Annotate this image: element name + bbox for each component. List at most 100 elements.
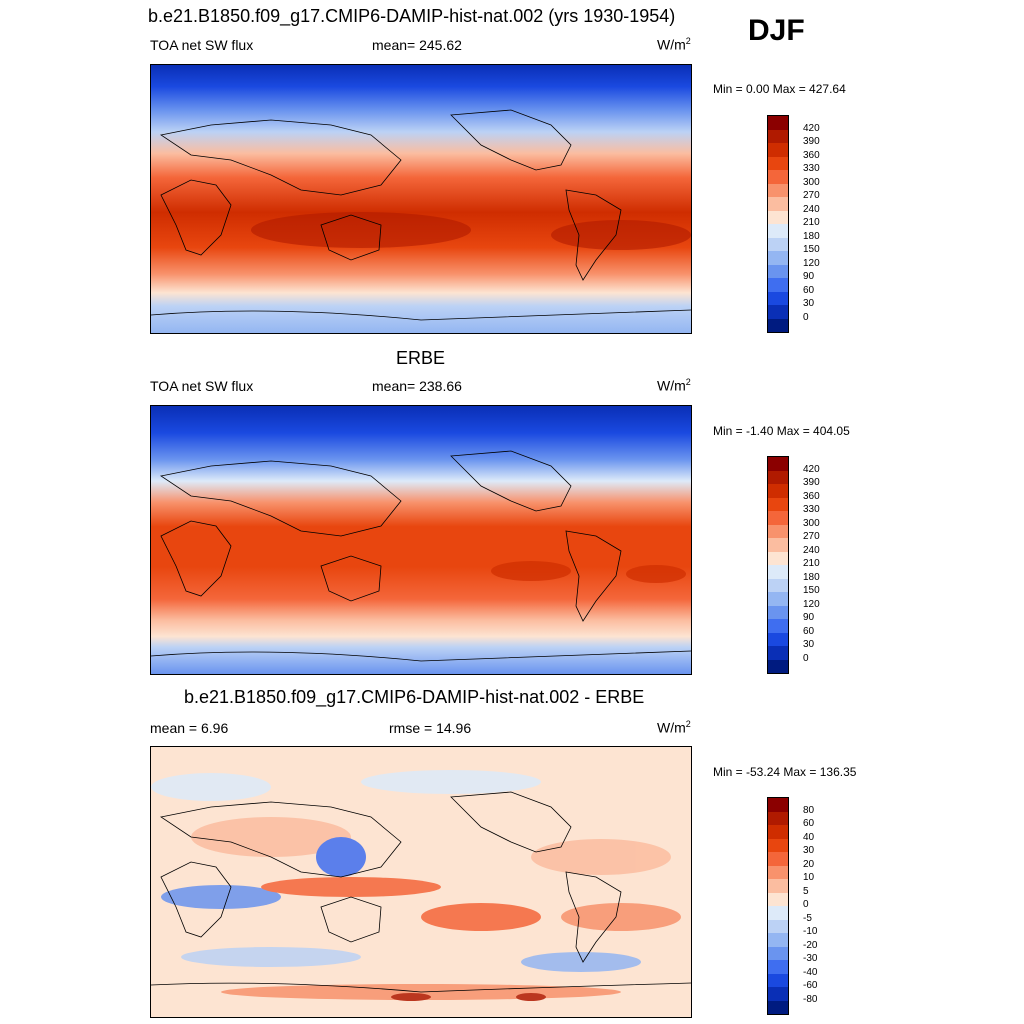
panel1-title: b.e21.B1850.f09_g17.CMIP6-DAMIP-hist-nat…: [148, 6, 676, 26]
panel1-colorbar-swatch: [768, 197, 788, 211]
panel3-colorbar-swatch: [768, 879, 788, 893]
panel2-colorbar-tick-label: 120: [803, 598, 820, 610]
panel2-colorbar-tick-label: 150: [803, 585, 820, 596]
panel3-colorbar-swatch: [768, 960, 788, 974]
panel2-colorbar-swatch: [768, 578, 788, 592]
panel2-colorbar-swatch: [768, 605, 788, 619]
panel2-colorbar-tick-label: 60: [803, 625, 815, 637]
panel1-mean-label: mean= 245.62: [372, 37, 462, 53]
panel2-colorbar-tick-label: 270: [803, 531, 820, 542]
panel1-colorbar-swatch: [768, 116, 788, 130]
panel1-colorbar-swatch: [768, 305, 788, 319]
panel2-map: [150, 405, 692, 675]
panel2-colorbar-swatch: [768, 592, 788, 606]
panel2-colorbar-swatch: [768, 511, 788, 525]
panel3-colorbar-swatch: [768, 933, 788, 947]
panel2-minmax: Min = -1.40 Max = 404.05: [713, 424, 850, 438]
panel2-colorbar-swatch: [768, 470, 788, 484]
panel3-colorbar-tick-label: 30: [803, 845, 815, 856]
panel2-colorbar-tick-label: 90: [803, 612, 815, 623]
panel3-colorbar-swatch: [768, 811, 788, 825]
panel3-colorbar-tick-label: 10: [803, 872, 815, 883]
panel1-colorbar-tick-label: 30: [803, 298, 815, 309]
panel3-colorbar-tick-label: 80: [803, 804, 815, 816]
panel3-colorbar-tick-label: 40: [803, 831, 815, 843]
panel2-colorbar-tick-label: 330: [803, 504, 820, 515]
panel3-colorbar-tick-label: -40: [803, 966, 818, 978]
panel1-colorbar-tick-label: 180: [803, 230, 820, 242]
panel1-colorbar-swatch: [768, 129, 788, 143]
panel1-colorbar-tick-label: 60: [803, 284, 815, 296]
panel1-colorbar-swatch: [768, 170, 788, 184]
panel2-colorbar-tick-label: 240: [803, 544, 820, 556]
panel3-colorbar-tick-label: -30: [803, 953, 818, 964]
panel2-colorbar-tick-label: 300: [803, 517, 820, 529]
panel1-variable-label: TOA net SW flux: [150, 37, 254, 53]
panel3-colorbar-tick-label: 20: [803, 858, 815, 870]
panel3-colorbar-swatch: [768, 973, 788, 987]
panel1-colorbar-swatch: [768, 156, 788, 170]
panel2-colorbar-swatch: [768, 619, 788, 633]
panel3-colorbar-tick-label: 5: [803, 885, 809, 897]
panel3-colorbar-swatch: [768, 906, 788, 920]
panel3-colorbar-swatch: [768, 798, 788, 812]
panel1-colorbar-tick-label: 240: [803, 203, 820, 215]
panel1-colorbar-tick-label: 120: [803, 257, 820, 269]
panel2-colorbar-tick-label: 30: [803, 639, 815, 650]
panel3-unit-label: W/m2: [657, 719, 691, 736]
panel1-colorbar-swatch: [768, 143, 788, 157]
panel2-unit-label: W/m2: [657, 377, 691, 394]
panel2-colorbar: [767, 456, 789, 674]
panel3-colorbar-tick-label: -60: [803, 980, 818, 991]
panel2-colorbar-swatch: [768, 497, 788, 511]
panel1-colorbar-swatch: [768, 183, 788, 197]
panel1-unit-label: W/m2: [657, 36, 691, 53]
panel1-colorbar-swatch: [768, 210, 788, 224]
panel2-colorbar-swatch: [768, 484, 788, 498]
panel3-colorbar-tick-label: -20: [803, 939, 818, 951]
panel3-mean-label: mean = 6.96: [150, 720, 229, 736]
panel2-colorbar-swatch: [768, 457, 788, 471]
panel1-colorbar-swatch: [768, 224, 788, 238]
panel1-map: [150, 64, 692, 334]
panel3-colorbar-tick-label: -5: [803, 912, 812, 924]
panel2-mean-label: mean= 238.66: [372, 378, 462, 394]
panel2-colorbar-swatch: [768, 551, 788, 565]
panel1-colorbar: [767, 115, 789, 333]
panel3-colorbar-swatch: [768, 987, 788, 1001]
panel2-colorbar-swatch: [768, 524, 788, 538]
panel3-title: b.e21.B1850.f09_g17.CMIP6-DAMIP-hist-nat…: [184, 687, 645, 707]
panel2-title: ERBE: [396, 348, 446, 368]
panel1-colorbar-swatch: [768, 237, 788, 251]
panel2-colorbar-tick-label: 210: [803, 558, 820, 569]
panel2-colorbar-tick-label: 360: [803, 490, 820, 502]
panel2-colorbar-swatch: [768, 538, 788, 552]
panel3-colorbar-swatch: [768, 946, 788, 960]
panel1-colorbar-tick-label: 90: [803, 271, 815, 282]
panel1-colorbar-swatch: [768, 278, 788, 292]
panel2-colorbar-tick-label: 390: [803, 477, 820, 488]
panel2-colorbar-tick-label: 0: [803, 652, 809, 664]
panel1-colorbar-tick-label: 210: [803, 217, 820, 228]
panel3-minmax: Min = -53.24 Max = 136.35: [713, 765, 857, 779]
panel1-colorbar-tick-label: 390: [803, 136, 820, 147]
panel3-colorbar-swatch: [768, 865, 788, 879]
panel2-colorbar-swatch: [768, 659, 788, 673]
panel3-colorbar: [767, 797, 789, 1015]
panel1-colorbar-tick-label: 300: [803, 176, 820, 188]
panel1-colorbar-tick-label: 360: [803, 149, 820, 161]
panel1-colorbar-swatch: [768, 318, 788, 332]
panel1-colorbar-tick-label: 150: [803, 244, 820, 255]
panel3-colorbar-swatch: [768, 892, 788, 906]
panel2-colorbar-tick-label: 180: [803, 571, 820, 583]
panel1-minmax: Min = 0.00 Max = 427.64: [713, 82, 846, 96]
panel1-colorbar-tick-label: 420: [803, 122, 820, 134]
panel2-colorbar-swatch: [768, 632, 788, 646]
panel1-colorbar-swatch: [768, 251, 788, 265]
season-label: DJF: [748, 14, 805, 47]
panel2-variable-label: TOA net SW flux: [150, 378, 254, 394]
panel3-colorbar-tick-label: 60: [803, 818, 815, 829]
panel3-colorbar-swatch: [768, 825, 788, 839]
panel2-colorbar-swatch: [768, 646, 788, 660]
panel3-colorbar-tick-label: -10: [803, 926, 818, 937]
